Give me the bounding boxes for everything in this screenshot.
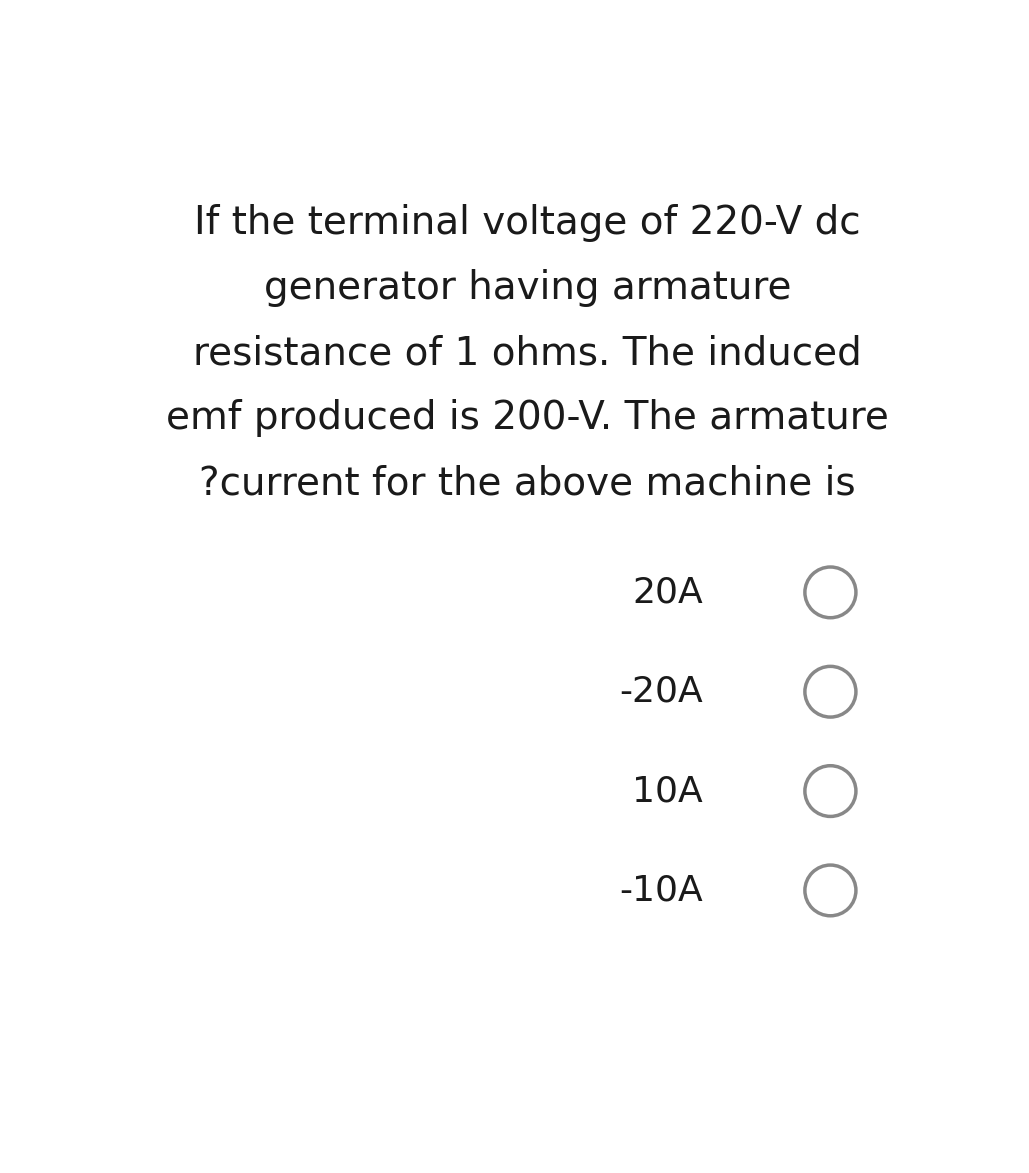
Text: -10A: -10A [619,874,703,908]
Text: emf produced is 200-V. The armature: emf produced is 200-V. The armature [166,399,889,438]
Text: 20A: 20A [632,576,703,609]
Text: If the terminal voltage of 220-V dc: If the terminal voltage of 220-V dc [194,204,860,242]
Text: 10A: 10A [632,774,703,808]
Text: -20A: -20A [619,674,703,708]
Text: ?current for the above machine is: ?current for the above machine is [199,465,856,502]
Text: generator having armature: generator having armature [263,269,791,307]
Text: resistance of 1 ohms. The induced: resistance of 1 ohms. The induced [193,334,861,372]
